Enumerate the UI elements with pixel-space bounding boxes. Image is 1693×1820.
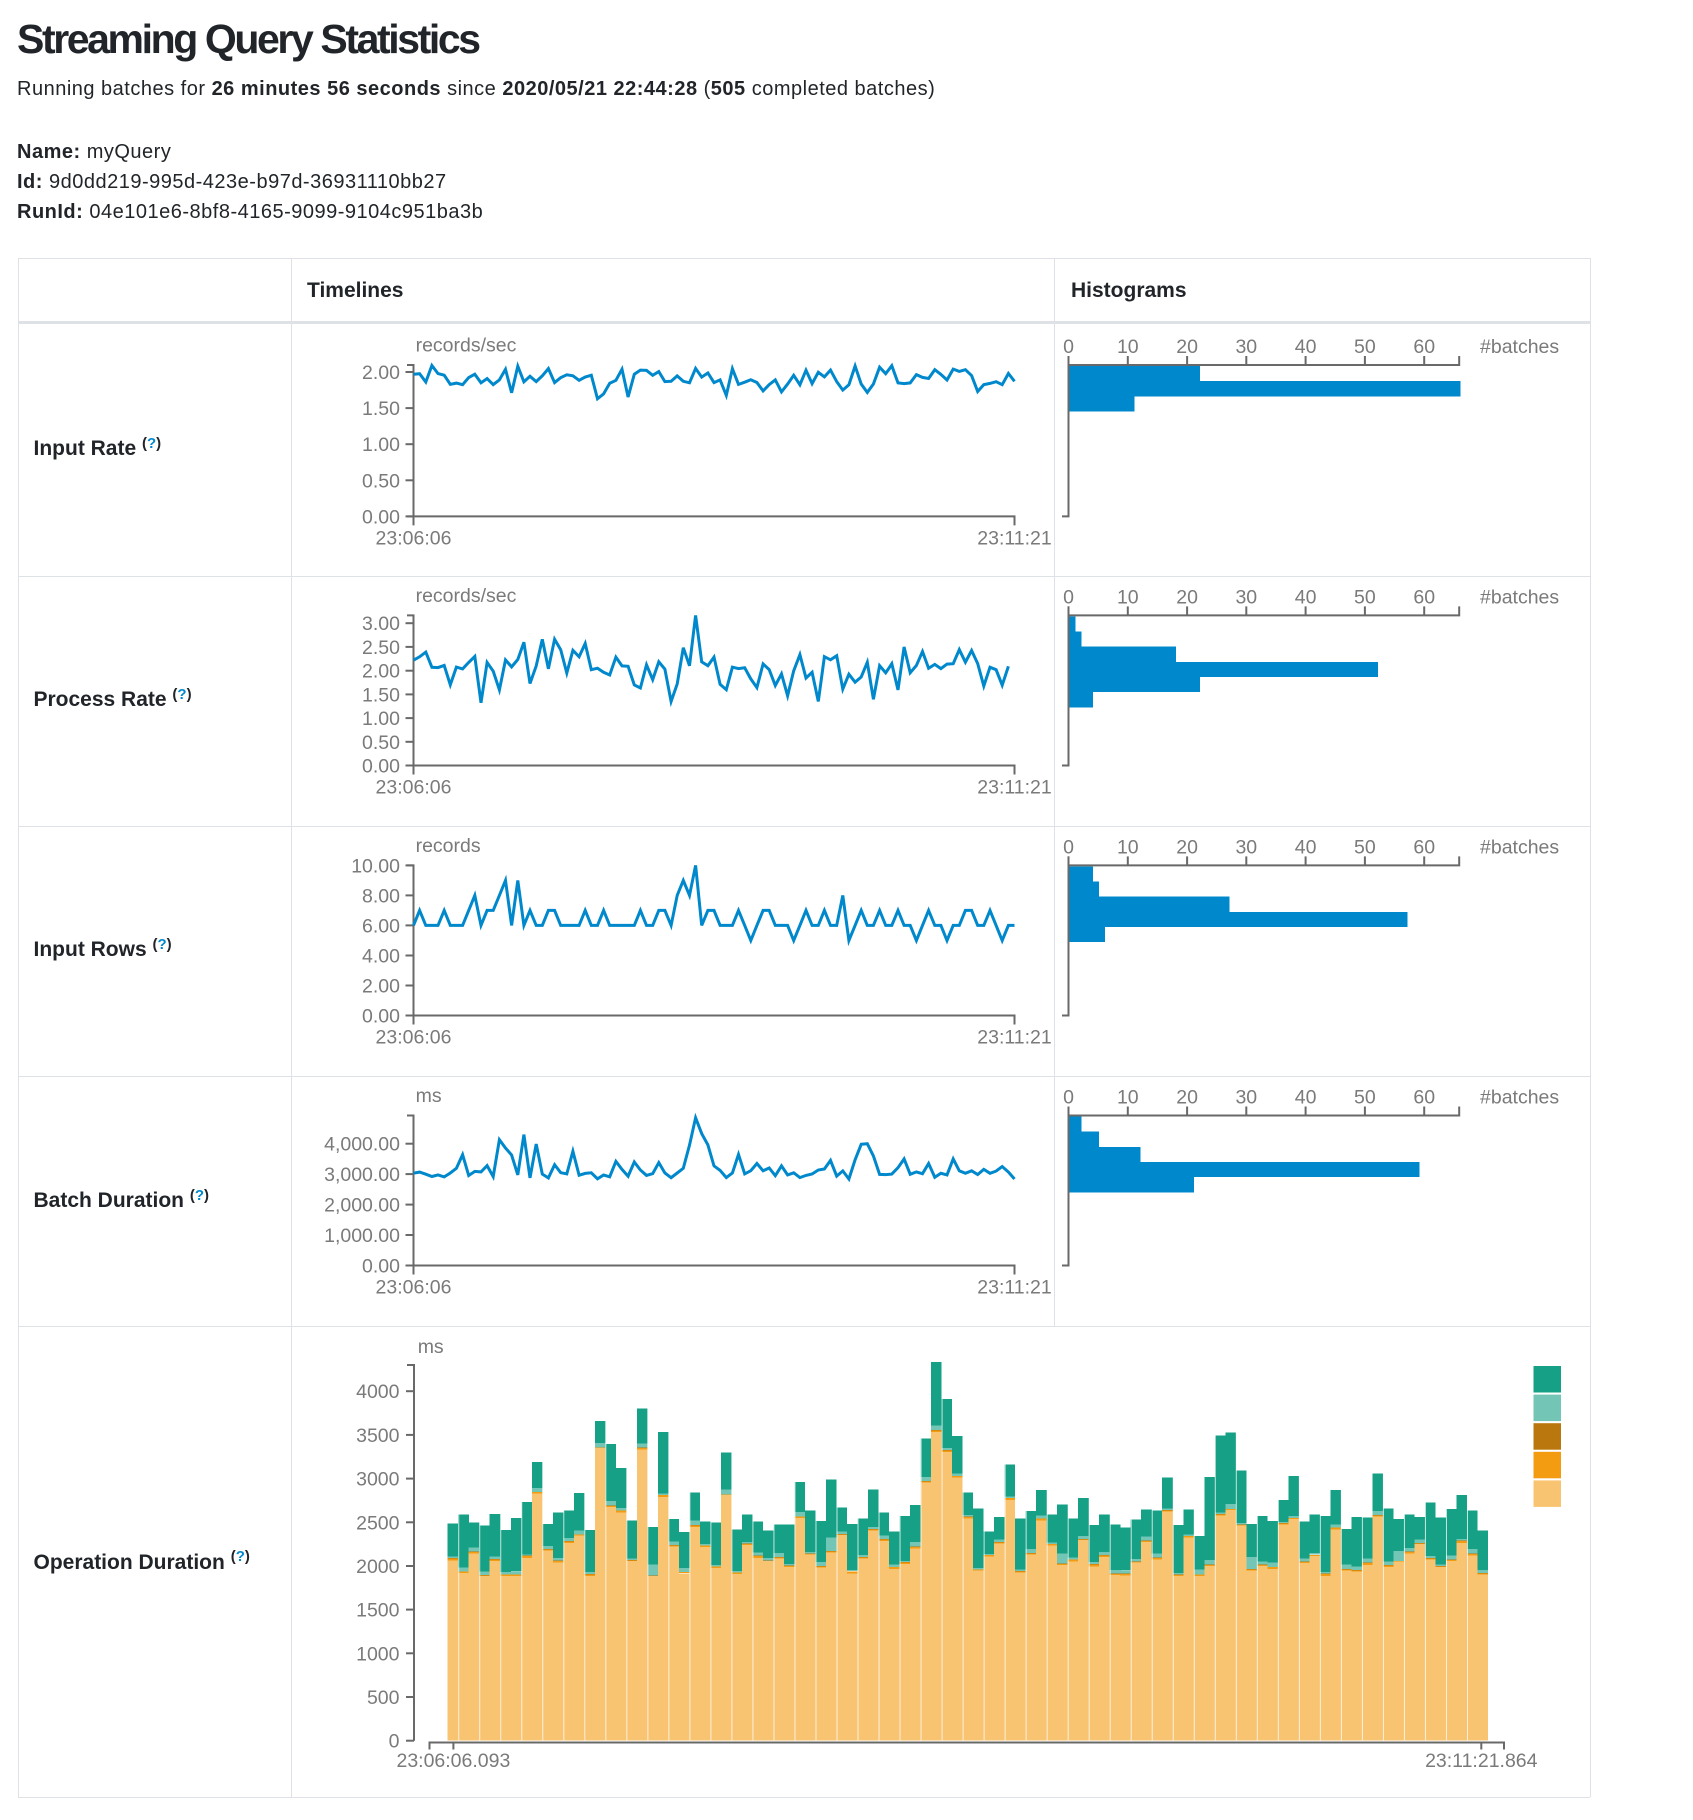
svg-text:3000: 3000 [356, 1469, 400, 1491]
svg-text:0: 0 [389, 1731, 400, 1753]
svg-text:10: 10 [1117, 1087, 1139, 1109]
svg-text:6.00: 6.00 [362, 915, 400, 937]
svg-text:3500: 3500 [356, 1425, 400, 1447]
svg-text:40: 40 [1295, 336, 1317, 358]
svg-text:500: 500 [367, 1687, 400, 1709]
svg-text:2000: 2000 [356, 1556, 400, 1578]
svg-text:23:06:06: 23:06:06 [376, 1027, 452, 1049]
svg-text:0.00: 0.00 [362, 1006, 400, 1028]
svg-text:2.00: 2.00 [362, 976, 400, 998]
svg-text:0: 0 [1063, 336, 1074, 358]
svg-text:23:11:21: 23:11:21 [977, 777, 1051, 799]
svg-text:0.50: 0.50 [362, 470, 400, 492]
svg-text:1.00: 1.00 [362, 434, 400, 456]
svg-text:records/sec: records/sec [416, 334, 517, 356]
svg-text:4000: 4000 [356, 1381, 400, 1403]
svg-text:30: 30 [1235, 836, 1257, 858]
svg-text:20: 20 [1176, 586, 1198, 608]
svg-text:1.50: 1.50 [362, 398, 400, 420]
svg-text:60: 60 [1413, 1087, 1435, 1109]
svg-text:50: 50 [1354, 1087, 1376, 1109]
svg-text:3.00: 3.00 [362, 613, 400, 635]
svg-text:23:06:06: 23:06:06 [376, 527, 452, 549]
svg-text:50: 50 [1354, 336, 1376, 358]
svg-text:1.50: 1.50 [362, 684, 400, 706]
svg-text:0: 0 [1063, 1087, 1074, 1109]
svg-text:20: 20 [1176, 1087, 1198, 1109]
svg-text:#batches: #batches [1480, 336, 1559, 358]
svg-text:60: 60 [1413, 836, 1435, 858]
svg-text:records/sec: records/sec [416, 585, 517, 607]
svg-text:60: 60 [1413, 586, 1435, 608]
svg-text:1000: 1000 [356, 1643, 400, 1665]
svg-text:23:11:21: 23:11:21 [977, 1027, 1051, 1049]
svg-text:#batches: #batches [1480, 836, 1559, 858]
svg-text:ms: ms [416, 1085, 442, 1107]
svg-text:10: 10 [1117, 586, 1139, 608]
svg-text:2.50: 2.50 [362, 637, 400, 659]
svg-text:2500: 2500 [356, 1512, 400, 1534]
svg-text:23:11:21: 23:11:21 [977, 527, 1051, 549]
svg-text:60: 60 [1413, 336, 1435, 358]
svg-text:1,000.00: 1,000.00 [324, 1225, 400, 1247]
svg-text:20: 20 [1176, 836, 1198, 858]
svg-text:1.00: 1.00 [362, 708, 400, 730]
svg-text:40: 40 [1295, 836, 1317, 858]
svg-text:0.00: 0.00 [362, 756, 400, 778]
svg-text:10: 10 [1117, 336, 1139, 358]
svg-text:23:11:21: 23:11:21 [977, 1277, 1051, 1299]
svg-text:40: 40 [1295, 1087, 1317, 1109]
svg-text:23:11:21.864: 23:11:21.864 [1425, 1750, 1538, 1772]
svg-text:30: 30 [1235, 1087, 1257, 1109]
svg-text:50: 50 [1354, 836, 1376, 858]
svg-text:0.00: 0.00 [362, 506, 400, 528]
svg-text:8.00: 8.00 [362, 885, 400, 907]
svg-text:0: 0 [1063, 836, 1074, 858]
svg-text:2.00: 2.00 [362, 362, 400, 384]
svg-text:0: 0 [1063, 586, 1074, 608]
svg-text:10: 10 [1117, 836, 1139, 858]
svg-text:2.00: 2.00 [362, 661, 400, 683]
svg-text:50: 50 [1354, 586, 1376, 608]
svg-text:1500: 1500 [356, 1600, 400, 1622]
svg-text:records: records [416, 835, 481, 857]
svg-text:2,000.00: 2,000.00 [324, 1195, 400, 1217]
svg-text:#batches: #batches [1480, 586, 1559, 608]
svg-text:4,000.00: 4,000.00 [324, 1134, 400, 1156]
svg-text:ms: ms [418, 1336, 444, 1358]
svg-text:0.00: 0.00 [362, 1256, 400, 1278]
svg-text:30: 30 [1235, 586, 1257, 608]
svg-text:20: 20 [1176, 336, 1198, 358]
svg-text:0.50: 0.50 [362, 732, 400, 754]
svg-text:40: 40 [1295, 586, 1317, 608]
svg-text:23:06:06.093: 23:06:06.093 [396, 1750, 510, 1772]
svg-text:4.00: 4.00 [362, 946, 400, 968]
svg-text:30: 30 [1235, 336, 1257, 358]
svg-text:23:06:06: 23:06:06 [376, 777, 452, 799]
svg-text:10.00: 10.00 [351, 855, 400, 877]
svg-text:3,000.00: 3,000.00 [324, 1164, 400, 1186]
svg-text:#batches: #batches [1480, 1087, 1559, 1109]
svg-text:23:06:06: 23:06:06 [376, 1277, 452, 1299]
